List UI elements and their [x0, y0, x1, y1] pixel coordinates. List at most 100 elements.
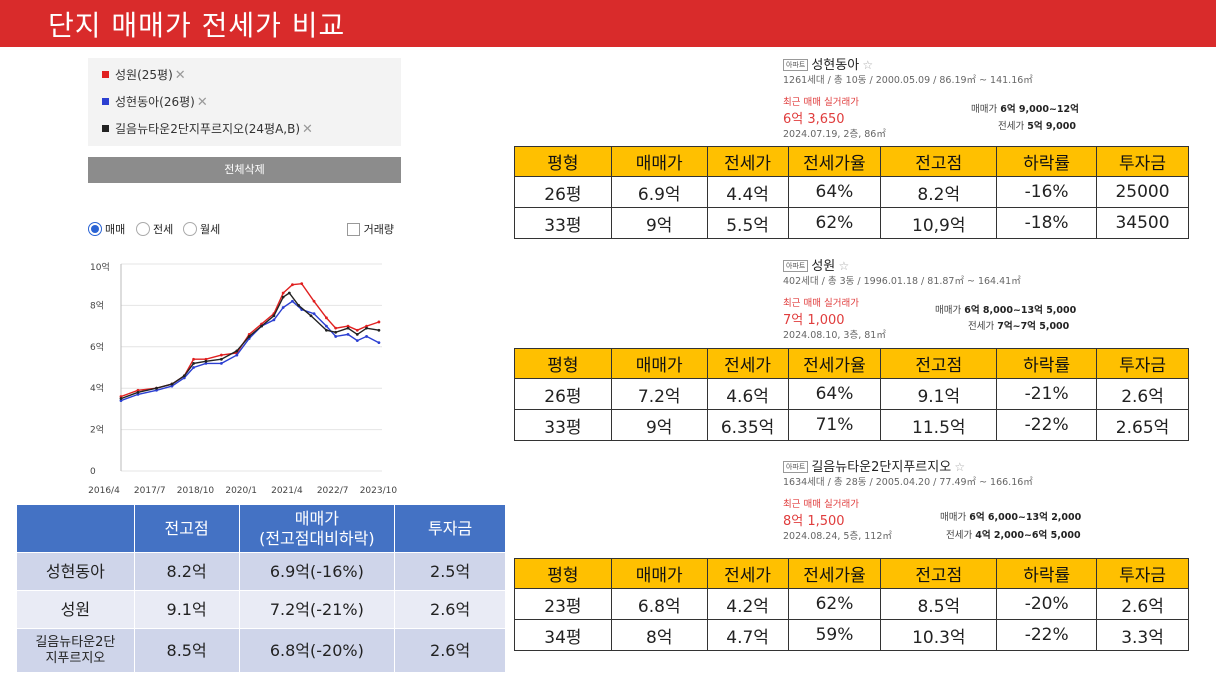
checkbox-icon: [346, 222, 360, 236]
recent-price-label: 최근 매매 실거래가: [783, 499, 859, 510]
y-tick-label: 8억: [90, 299, 104, 311]
legend-item[interactable]: 성현동아(26평) ✕: [102, 93, 208, 110]
radio-sale[interactable]: 매매: [88, 221, 125, 237]
data-point: [281, 295, 285, 299]
data-point: [281, 291, 285, 295]
cell: -18%: [996, 207, 1098, 239]
cell-price: 7.2억(-21%): [238, 590, 396, 629]
data-point: [309, 314, 313, 318]
table-row: 26평 7.2억 4.6억 64% 9.1억 -21% 2.6억: [514, 378, 1189, 410]
clear-all-button[interactable]: 전체삭제: [88, 157, 401, 183]
cell: 6.35억: [706, 409, 789, 441]
legend-item[interactable]: 길음뉴타운2단지푸르지오(24평A,B) ✕: [102, 120, 313, 137]
apartment-tag: 아파트: [783, 59, 809, 71]
data-point: [346, 332, 350, 336]
close-icon[interactable]: ✕: [196, 95, 208, 110]
header-cell: 투자금: [1096, 146, 1189, 177]
jeonse-value: 4억 2,000~6억 5,000: [975, 530, 1081, 541]
data-point: [377, 341, 381, 345]
complex-table-gileum: 평형 매매가 전세가 전세가율 전고점 하락률 투자금 23평 6.8억 4.2…: [514, 558, 1189, 651]
apartment-tag: 아파트: [783, 260, 809, 272]
star-icon[interactable]: ☆: [838, 259, 850, 273]
data-point: [365, 326, 368, 330]
complex-name: 성현동아: [811, 58, 860, 73]
recent-price-label: 최근 매매 실거래가: [783, 298, 859, 309]
data-point: [260, 324, 263, 328]
legend-item[interactable]: 성원(25평) ✕: [102, 66, 186, 83]
recent-date: 2024.07.19, 2층, 86㎡: [783, 129, 886, 140]
star-icon[interactable]: ☆: [862, 58, 874, 72]
sale-value: 6억 9,000~12억: [1000, 104, 1079, 115]
sale-value: 6억 8,000~13억 5,000: [964, 305, 1077, 316]
table-row: 길음뉴타운2단 지푸르지오 8.5억 6.8억(-20%) 2.6억: [16, 628, 506, 673]
cell: 10.3억: [880, 619, 998, 651]
table-row: 23평 6.8억 4.2억 62% 8.5억 -20% 2.6억: [514, 588, 1189, 620]
header-cell: 전고점: [880, 348, 998, 379]
complex-table-seonghyeon: 평형 매매가 전세가 전세가율 전고점 하락률 투자금 26평 6.9억 4.4…: [514, 146, 1189, 239]
sale-label: 매매가: [971, 104, 998, 115]
cell-invest: 2.6억: [394, 628, 506, 673]
apartment-tag: 아파트: [783, 461, 809, 473]
comparison-table: 전고점 매매가 (전고점대비하락) 투자금 성현동아 8.2억 6.9억(-16%…: [16, 504, 506, 673]
complex-meta: 1261세대 / 총 10동 / 2000.05.09 / 86.19㎡ ~ 1…: [783, 75, 1033, 86]
header-cell: [16, 504, 135, 553]
header-line: 매매가: [294, 508, 339, 528]
data-point: [291, 283, 294, 287]
data-point: [119, 397, 123, 400]
close-icon[interactable]: ✕: [174, 68, 186, 83]
cell: 5.5억: [706, 207, 789, 239]
data-point: [355, 339, 359, 342]
volume-checkbox[interactable]: 거래량: [346, 221, 394, 237]
cell: 34500: [1096, 207, 1189, 239]
complex-card-gileum[interactable]: 아파트 길음뉴타운2단지푸르지오 ☆ 1634세대 / 총 28동 / 2005.…: [783, 456, 1113, 546]
cell: 4.7억: [706, 619, 789, 651]
y-tick-label: 2억: [90, 424, 104, 436]
recent-date: 2024.08.24, 5층, 112㎡: [783, 531, 892, 542]
data-point: [182, 376, 186, 380]
cell: -20%: [996, 588, 1098, 620]
sale-label: 매매가: [940, 512, 967, 523]
complex-header: 아파트 성원 ☆: [783, 255, 1113, 274]
cell: 4.4억: [706, 176, 789, 208]
jeonse-value: 5억 9,000: [1027, 121, 1076, 132]
table-row: 성현동아 8.2억 6.9억(-16%) 2.5억: [16, 552, 506, 591]
y-tick-label: 0: [90, 467, 96, 477]
name-line: 길음뉴타운2단: [35, 634, 116, 650]
radio-jeonse[interactable]: 전세: [136, 221, 173, 237]
close-icon[interactable]: ✕: [302, 122, 313, 137]
table-header-row: 전고점 매매가 (전고점대비하락) 투자금: [16, 504, 506, 553]
radio-monthly[interactable]: 월세: [183, 221, 220, 237]
series-line: [120, 292, 380, 400]
cell-price: 6.8억(-20%): [238, 628, 396, 673]
star-icon[interactable]: ☆: [954, 460, 966, 474]
data-point: [355, 328, 359, 332]
complex-table-seongwon: 평형 매매가 전세가 전세가율 전고점 하락률 투자금 26평 7.2억 4.6…: [514, 348, 1189, 441]
cell: 71%: [787, 409, 882, 441]
cell-invest: 2.6억: [394, 590, 506, 629]
data-point: [170, 384, 174, 388]
data-point: [325, 324, 328, 328]
jeonse-value: 7억~7억 5,000: [997, 321, 1070, 332]
x-tick-label: 2017/7: [134, 486, 166, 496]
data-point: [281, 306, 285, 309]
radio-empty-icon: [183, 222, 197, 236]
jeonse-label: 전세가: [968, 321, 995, 332]
data-point: [219, 361, 223, 365]
header-cell: 하락률: [996, 348, 1098, 379]
cell: 4.2억: [706, 588, 789, 620]
radio-label: 월세: [200, 223, 221, 236]
cell: 2.65억: [1096, 409, 1189, 441]
name-line: 지푸르지오: [45, 650, 106, 666]
complex-card-seongwon[interactable]: 아파트 성원 ☆ 402세대 / 총 3동 / 1996.01.18 / 81.8…: [783, 255, 1113, 345]
header-cell: 전세가: [706, 348, 789, 379]
data-point: [272, 314, 276, 318]
complex-card-seonghyeon[interactable]: 아파트 성현동아 ☆ 1261세대 / 총 10동 / 2000.05.09 / …: [783, 54, 1113, 144]
table-header-row: 평형 매매가 전세가 전세가율 전고점 하락률 투자금: [514, 558, 1189, 589]
cell: -21%: [996, 378, 1098, 410]
header-cell: 매매가: [610, 146, 708, 177]
cell: -16%: [996, 176, 1098, 208]
x-tick-label: 2020/1: [225, 486, 257, 496]
price-trend-chart: 0 2억 4억 6억 8억 10억 2016/4 2017/7 2018/10 2020/1 202…: [88, 261, 397, 496]
cell: 64%: [787, 378, 882, 410]
data-point: [325, 328, 328, 332]
